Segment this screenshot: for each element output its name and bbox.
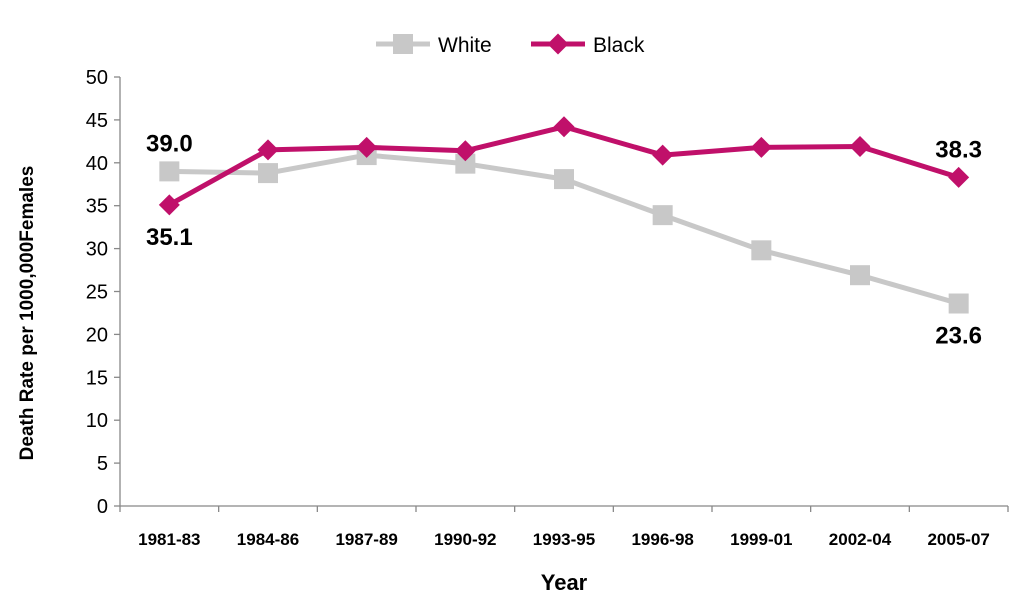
data-point-black — [652, 144, 674, 166]
series-line-black — [168, 124, 960, 208]
y-tick-label: 25 — [86, 282, 108, 304]
legend-marker-white — [393, 34, 413, 54]
data-point-white — [258, 163, 278, 184]
data-label: 35.1 — [146, 224, 193, 251]
x-tick-label: 1987-89 — [335, 530, 397, 549]
data-point-black — [158, 194, 180, 216]
y-tick-label: 40 — [86, 153, 108, 175]
data-point-white — [948, 293, 969, 314]
y-tick-label: 10 — [86, 410, 108, 432]
x-tick-label: 1990-92 — [434, 530, 496, 549]
data-label: 39.0 — [146, 130, 193, 157]
y-tick-label: 5 — [97, 453, 108, 475]
x-tick-label: 2005-07 — [927, 530, 989, 549]
data-labels: 39.0 35.1 38.3 23.6 — [146, 130, 982, 349]
data-point-white — [455, 153, 476, 174]
y-tick-label: 0 — [97, 496, 108, 518]
x-tick-label: 2002-04 — [829, 530, 892, 549]
y-axis-title: Death Rate per 1000,000Females — [17, 166, 38, 461]
y-tick-label: 50 — [86, 67, 108, 89]
y-tick-label: 30 — [86, 239, 108, 261]
legend-label-white: White — [438, 34, 492, 57]
data-point-white — [751, 240, 772, 261]
data-point-white — [850, 265, 870, 286]
y-tick-label: 15 — [86, 367, 108, 389]
data-point-white — [554, 169, 574, 190]
legend-marker-black — [547, 33, 569, 55]
y-tick-label: 20 — [86, 324, 108, 346]
legend: White Black — [376, 33, 645, 57]
y-tick-label: 45 — [86, 110, 108, 132]
x-tick-label: 1981-83 — [138, 530, 200, 549]
x-tick-label: 1996-98 — [631, 530, 693, 549]
plot-area — [158, 116, 970, 314]
data-point-white — [652, 205, 673, 226]
x-axis: 1981-83 1984-86 1987-89 1990-92 1993-95 1996-… — [119, 505, 1009, 549]
data-label: 38.3 — [935, 136, 982, 163]
y-tick-label: 35 — [86, 196, 108, 218]
data-point-black — [849, 135, 871, 157]
data-point-black — [356, 136, 378, 158]
data-label: 23.6 — [935, 323, 982, 350]
data-point-black — [454, 140, 476, 162]
y-axis: 0 5 10 15 20 25 30 35 40 45 50 — [86, 67, 121, 518]
x-axis-title: Year — [541, 570, 588, 595]
x-tick-label: 1999-01 — [730, 530, 792, 549]
x-tick-label: 1993-95 — [533, 530, 595, 549]
legend-label-black: Black — [593, 34, 645, 57]
data-point-white — [159, 161, 180, 182]
data-point-black — [257, 139, 279, 161]
data-point-black — [948, 166, 970, 188]
data-point-black — [553, 116, 575, 138]
x-tick-label: 1984-86 — [237, 530, 299, 549]
data-point-black — [750, 136, 772, 158]
